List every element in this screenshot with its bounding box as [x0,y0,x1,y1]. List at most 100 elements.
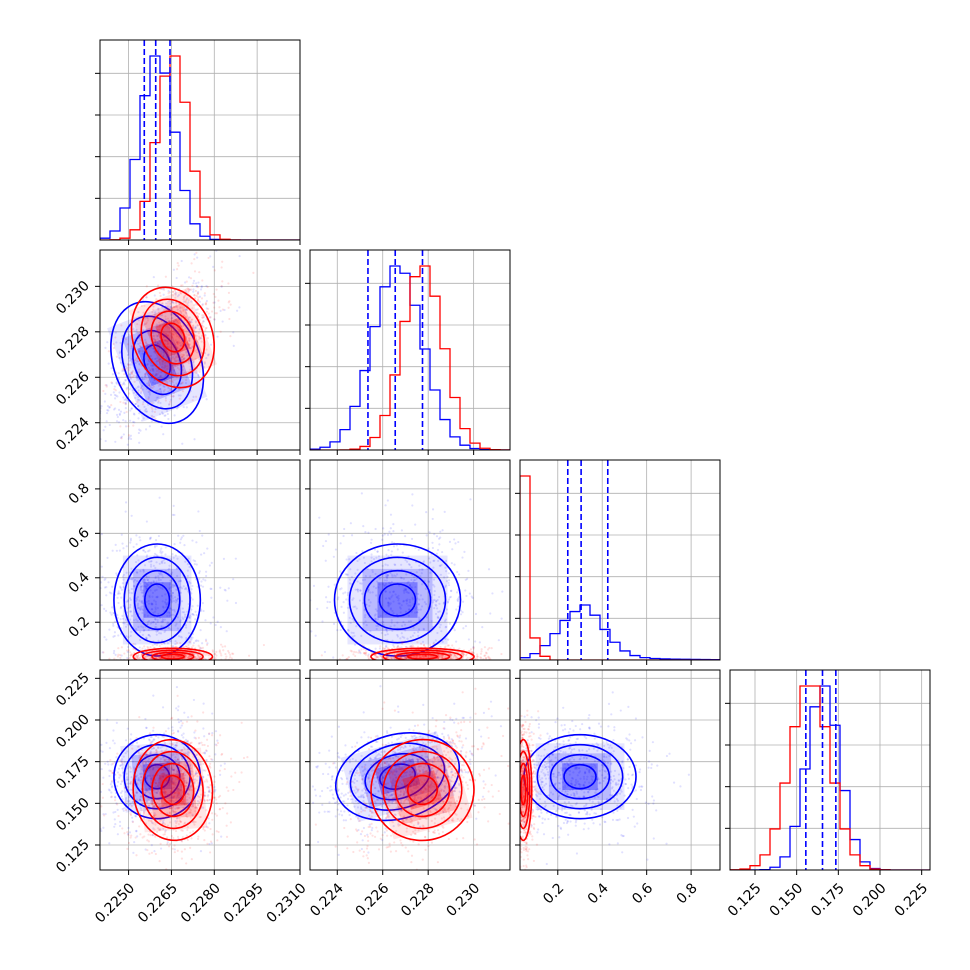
sample-point [130,630,133,633]
sample-point [433,593,436,597]
sample-point [181,607,184,610]
sample-point [147,654,151,657]
sample-point [160,639,164,642]
sample-point [191,666,193,668]
sample-point [152,308,155,311]
sample-point [418,619,421,622]
sample-point [180,356,183,359]
sample-point [195,251,198,254]
sample-point [406,581,409,584]
sample-point [151,367,154,371]
sample-point [440,563,443,567]
sample-point [145,377,148,380]
sample-point [221,308,225,311]
sample-point [137,342,140,345]
sample-point [150,603,154,606]
sample-point [454,654,457,657]
sample-point [187,557,190,560]
sample-point [114,389,117,392]
sample-point [355,607,358,610]
sample-point [157,746,160,750]
sample-point [187,333,190,337]
sample-point [152,385,155,388]
sample-point [157,803,161,806]
sample-point [140,304,143,308]
sample-point [148,739,151,742]
sample-point [145,343,149,346]
sample-point [389,663,391,665]
sample-point [415,654,418,658]
sample-point [167,300,170,303]
sample-point [199,763,202,766]
sample-point [151,364,154,367]
sample-point [182,736,185,739]
sample-point [111,382,114,385]
sample-point [156,629,159,633]
sample-point [178,662,180,664]
sample-point [193,778,197,781]
sample-point [156,342,159,345]
sample-point [119,586,122,589]
sample-point [201,304,204,307]
sample-point [185,329,188,332]
sample-point [412,645,415,648]
sample-point [155,595,158,599]
sample-point [170,780,174,783]
sample-point [159,371,163,374]
sample-point [132,851,135,854]
sample-point [290,593,292,595]
sample-point [135,328,138,332]
sample-point [153,340,156,344]
sample-point [172,353,176,356]
sample-point [166,308,169,311]
sample-point [142,549,146,552]
sample-point [118,824,122,828]
sample-point [154,606,157,609]
sample-point [441,529,444,532]
sample-point [188,620,192,624]
sample-point [158,328,161,332]
sample-point [374,613,377,616]
sample-point [218,650,221,653]
sample-point [185,298,188,302]
sample-point [151,768,154,771]
sample-point [413,660,415,662]
sample-point [381,570,384,574]
sample-point [434,639,437,642]
sample-point [169,595,173,598]
sample-point [191,399,194,402]
sample-point [141,611,144,615]
sample-point [170,395,173,398]
sample-point [184,382,188,385]
sample-point [440,660,442,662]
sample-point [213,269,216,272]
sample-point [138,656,142,659]
sample-point [171,591,175,595]
sample-point [362,622,365,625]
sample-point [327,585,330,588]
sample-point [111,585,114,588]
sample-point [104,383,107,387]
sample-point [166,812,169,815]
sample-point [168,661,170,663]
sample-point [128,831,132,834]
sample-point [194,662,196,664]
sample-point [223,588,226,591]
sample-point [185,645,188,649]
sample-point [210,310,214,313]
sample-point [351,635,354,638]
sample-point [195,613,198,617]
sample-point [189,786,192,789]
sample-point [485,657,488,660]
sample-point [176,306,179,309]
sample-point [416,641,419,644]
sample-point [341,654,344,657]
sample-point [122,396,125,399]
sample-point [136,778,140,782]
sample-point [139,585,143,589]
sample-point [170,572,173,576]
sample-point [168,345,171,348]
sample-point [174,744,177,747]
sample-point [457,605,460,608]
sample-point [161,412,165,415]
